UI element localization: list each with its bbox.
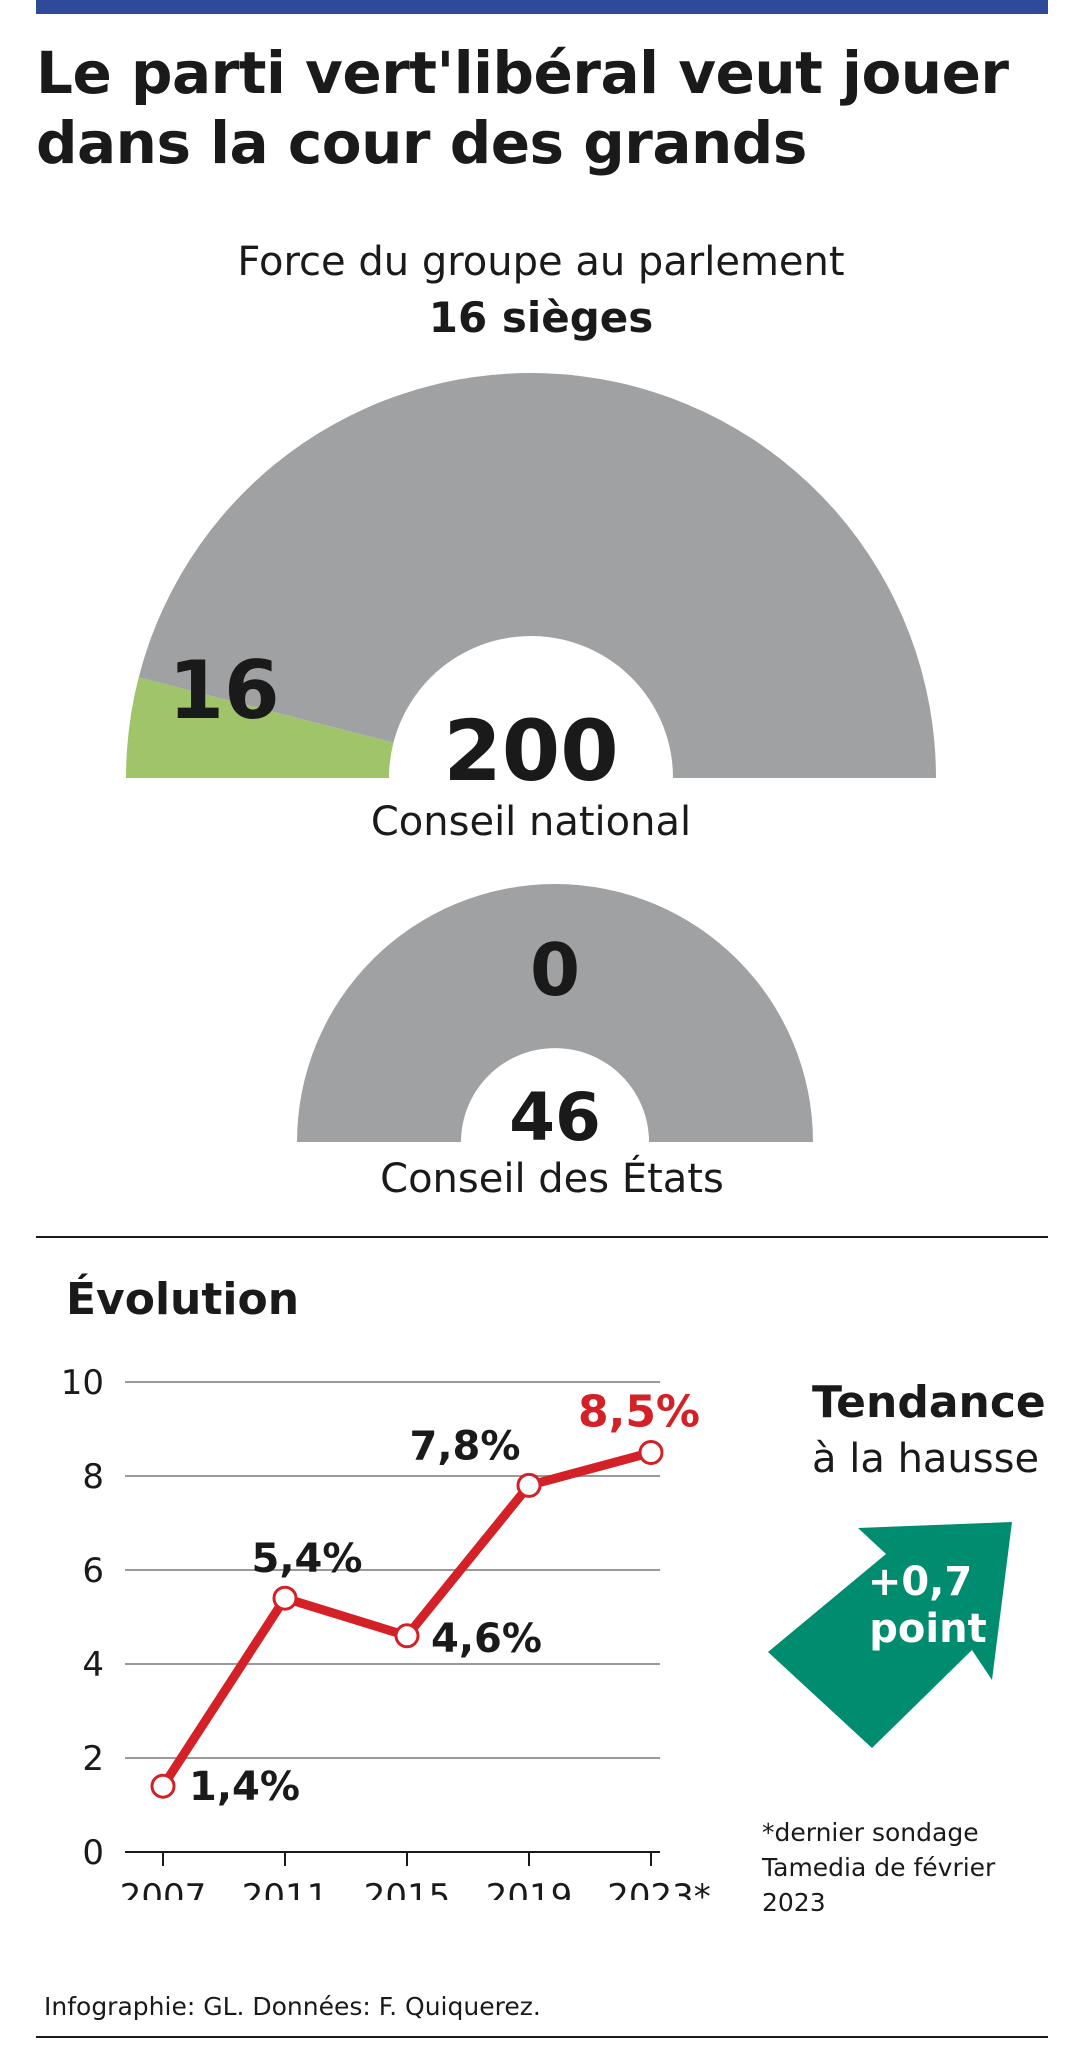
- y-tick-label: 2: [82, 1739, 104, 1779]
- up-arrow-icon: [768, 1522, 1012, 1748]
- trend-arrow: +0,7 point: [768, 1522, 1012, 1748]
- data-point: [516, 1472, 542, 1498]
- page-title: Le parti vert'libéral veut jouer dans la…: [36, 39, 1009, 177]
- x-tick-label: 2023*: [607, 1877, 711, 1900]
- y-axis-ticks: 0 2 4 6 8 10: [61, 1363, 104, 1873]
- parliament-seats-total: 16 sièges: [428, 293, 654, 342]
- conseil-des-etats-total-label: 46: [509, 1079, 601, 1156]
- data-point: [394, 1623, 420, 1649]
- data-label: 5,4%: [252, 1536, 363, 1582]
- poll-footnote: *dernier sondage Tamedia de février 2023: [762, 1818, 996, 1917]
- data-label: 1,4%: [189, 1764, 300, 1810]
- vote-share-line: [158, 1448, 656, 1791]
- parliament-heading: Force du groupe au parlement: [237, 239, 845, 285]
- data-point: [638, 1440, 664, 1465]
- conseil-des-etats-party-seats-label: 0: [530, 928, 580, 1012]
- footer-divider: [36, 2036, 1048, 2038]
- conseil-national-other-slice: [138, 372, 937, 778]
- evolution-line-chart: 0 2 4 6 8 10 2007 2011 2015 2019 2023* 1,4% 5,4% 4,…: [61, 1363, 711, 1900]
- y-tick-label: 8: [82, 1457, 104, 1497]
- data-point: [272, 1585, 298, 1611]
- conseil-national-party-seats-label: 16: [168, 644, 279, 737]
- trend-title: Tendance: [812, 1377, 1046, 1428]
- conseil-des-etats-title: Conseil des États: [380, 1154, 724, 1200]
- grid-lines: [125, 1381, 660, 1853]
- conseil-national-total-label: 200: [443, 702, 618, 800]
- data-label: 7,8%: [410, 1423, 521, 1469]
- data-point: [150, 1773, 176, 1799]
- x-tick-label: 2011: [242, 1877, 329, 1900]
- conseil-des-etats-other-slice: [297, 884, 813, 1142]
- trend-arrow-unit: point: [869, 1606, 986, 1652]
- conseil-des-etats-chart: 0 46 Conseil des États: [297, 884, 813, 1200]
- y-tick-label: 10: [61, 1363, 104, 1403]
- y-tick-label: 6: [82, 1551, 104, 1591]
- evolution-title: Évolution: [66, 1274, 300, 1325]
- conseil-national-title: Conseil national: [371, 799, 691, 840]
- y-tick-label: 4: [82, 1645, 104, 1685]
- credits: Infographie: GL. Données: F. Quiquerez.: [44, 1992, 541, 2021]
- y-tick-label: 0: [82, 1833, 104, 1873]
- trend-arrow-value: +0,7: [868, 1559, 972, 1605]
- section-divider: [36, 1236, 1048, 1238]
- x-tick-label: 2015: [364, 1877, 451, 1900]
- conseil-national-party-slice: [126, 677, 394, 778]
- data-labels: 1,4% 5,4% 4,6% 7,8% 8,5%: [189, 1387, 700, 1811]
- x-axis-ticks: 2007 2011 2015 2019 2023*: [120, 1852, 711, 1900]
- data-label: 4,6%: [431, 1616, 542, 1662]
- conseil-national-chart: 16 200 Conseil national: [126, 372, 937, 840]
- x-tick-label: 2019: [486, 1877, 573, 1900]
- data-label: 8,5%: [578, 1387, 700, 1438]
- accent-bar: [36, 0, 1048, 14]
- data-points: [150, 1440, 664, 1799]
- x-tick-label: 2007: [120, 1877, 207, 1900]
- trend-subtitle: à la hausse: [812, 1436, 1040, 1482]
